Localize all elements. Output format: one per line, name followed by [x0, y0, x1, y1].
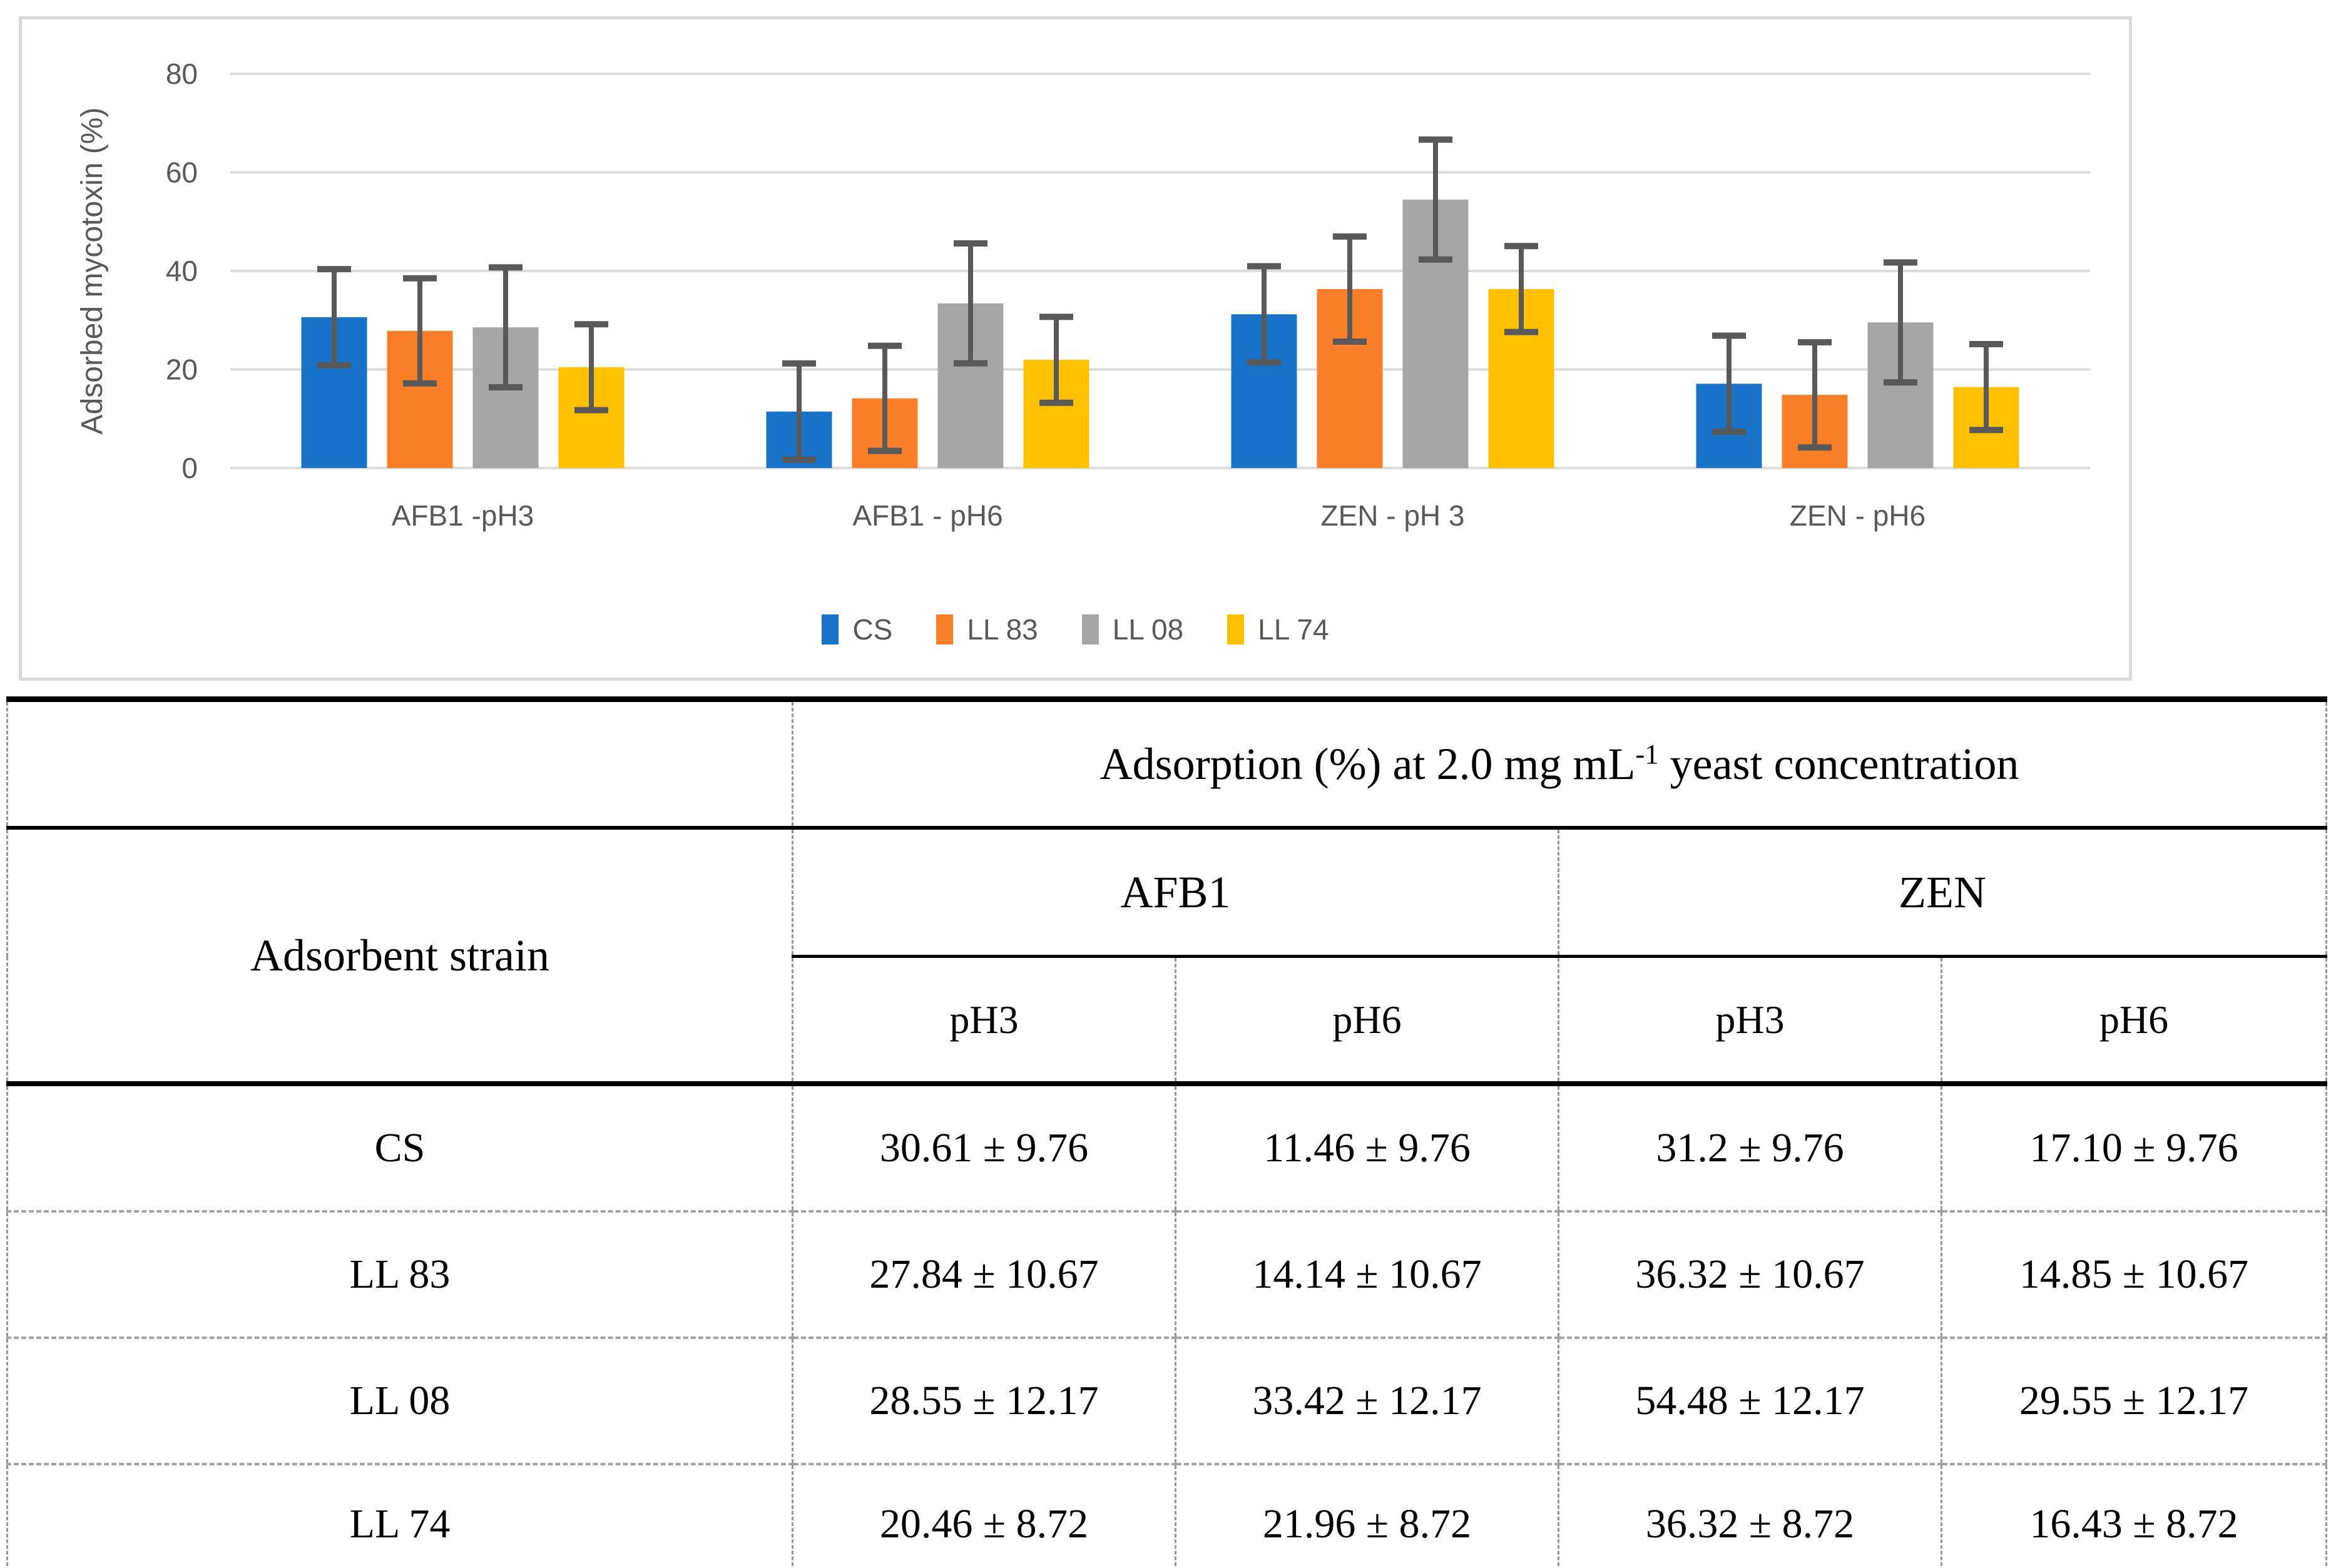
column-header-strain: Adsorbent strain: [7, 828, 793, 1086]
legend-item-ll83: LL 83: [936, 613, 1038, 646]
cell-ll08-afb1-ph3: 28.55 ± 12.17: [792, 1336, 1176, 1464]
bar-chart-panel: 0 20 40 60 80 Adsorbed mycotoxin (%) AFB1 -pH3…: [19, 16, 2132, 681]
row-label-ll08: LL 08: [7, 1336, 793, 1464]
mycotoxin-bar-chart: 0 20 40 60 80 Adsorbed mycotoxin (%) AFB1 -pH3…: [76, 58, 2090, 532]
table-row-cs: CS 30.61 ± 9.76 11.46 ± 9.76 31.2 ± 9.76…: [8, 1084, 2327, 1211]
row-label-cs: CS: [374, 1125, 426, 1171]
cell-ll74-zen-ph6: 16.43 ± 8.72: [1940, 1463, 2327, 1568]
cell-ll83-afb1-ph3: 27.84 ± 10.67: [792, 1210, 1176, 1338]
category-label: AFB1 - pH6: [852, 499, 1002, 532]
cell-ll74-afb1-ph3: 20.46 ± 8.72: [792, 1463, 1176, 1568]
table-title-suffix: yeast concentration: [1658, 738, 2019, 789]
subcolumn-zen-ph3: pH3: [1558, 956, 1942, 1086]
column-group-zen: ZEN: [1557, 828, 2327, 958]
row-label-ll83: LL 83: [7, 1210, 793, 1338]
row-label-ll74: LL 74: [7, 1463, 793, 1568]
legend-label: LL 74: [1258, 613, 1329, 646]
table-row-ll83: LL 83 27.84 ± 10.67 14.14 ± 10.67 36.32 …: [7, 1210, 2327, 1338]
cell-cs-zen-ph3: 31.2 ± 9.76: [1558, 1084, 1942, 1211]
subcolumn-zen-ph6: pH6: [1940, 956, 2327, 1086]
y-tick-label: 60: [166, 156, 198, 189]
y-axis-title: Adsorbed mycotoxin (%): [76, 108, 109, 435]
y-tick-label: 20: [166, 354, 198, 386]
cell-cs-afb1-ph6: 11.46 ± 9.76: [1175, 1084, 1559, 1211]
category-label: ZEN - pH 3: [1320, 499, 1464, 532]
cell-ll08-zen-ph3: 54.48 ± 12.17: [1558, 1336, 1942, 1464]
legend-swatch-icon: [822, 614, 839, 644]
table-corner-cell: [7, 699, 793, 830]
category-label: ZEN - pH6: [1790, 499, 1925, 532]
legend-label: CS: [852, 613, 893, 646]
table-title-text: Adsorption (%) at 2.0 mg mL: [1099, 738, 1636, 789]
cell-ll08-afb1-ph6: 33.42 ± 12.17: [1175, 1336, 1559, 1464]
legend-swatch-icon: [936, 614, 954, 644]
cell-ll83-zen-ph3: 36.32 ± 10.67: [1558, 1210, 1942, 1338]
table-row-ll08: LL 08 28.55 ± 12.17 33.42 ± 12.17 54.48 …: [7, 1336, 2327, 1464]
legend-label: LL 08: [1112, 613, 1184, 646]
y-tick-label: 0: [181, 452, 198, 484]
subcolumn-afb1-ph3: pH3: [792, 956, 1176, 1086]
column-group-afb1: AFB1: [792, 828, 1559, 958]
legend-label: LL 83: [967, 613, 1038, 646]
cell-ll83-zen-ph6: 14.85 ± 10.67: [1940, 1210, 2327, 1338]
adsorption-table: Adsorption (%) at 2.0 mg mL-1 yeast conc…: [6, 696, 2328, 1568]
legend-item-ll74: LL 74: [1227, 613, 1329, 646]
cell-ll74-afb1-ph6: 21.96 ± 8.72: [1175, 1463, 1559, 1568]
legend-item-ll08: LL 08: [1081, 613, 1184, 646]
table-title-superscript: -1: [1635, 738, 1659, 770]
cell-ll74-zen-ph3: 36.32 ± 8.72: [1558, 1463, 1942, 1568]
category-label: AFB1 -pH3: [392, 499, 534, 532]
cell-cs-zen-ph6: 17.10 ± 9.76: [1940, 1084, 2327, 1211]
cell-ll83-afb1-ph6: 14.14 ± 10.67: [1175, 1210, 1559, 1338]
y-tick-label: 40: [166, 255, 198, 287]
table-title: Adsorption (%) at 2.0 mg mL-1 yeast conc…: [791, 699, 2327, 830]
chart-legend: CS LL 83 LL 08 LL 74: [22, 613, 2129, 646]
table-row-ll74: LL 74 20.46 ± 8.72 21.96 ± 8.72 36.32 ± …: [7, 1463, 2327, 1568]
legend-swatch-icon: [1227, 614, 1245, 644]
cell-ll08-zen-ph6: 29.55 ± 12.17: [1940, 1336, 2327, 1464]
y-tick-label: 80: [166, 58, 198, 90]
cell-cs-afb1-ph3: 30.61 ± 9.76: [792, 1084, 1176, 1211]
legend-swatch-icon: [1081, 614, 1099, 644]
legend-item-cs: CS: [822, 613, 892, 646]
subcolumn-afb1-ph6: pH6: [1175, 956, 1559, 1086]
